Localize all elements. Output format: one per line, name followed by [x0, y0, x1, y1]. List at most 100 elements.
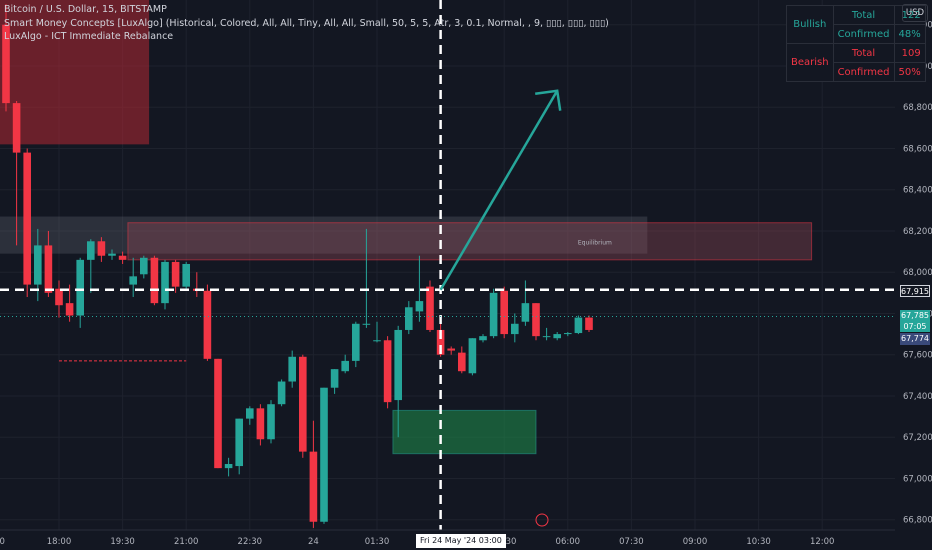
- candle-body: [299, 356, 307, 452]
- candle-body: [426, 286, 434, 330]
- candle-body: [511, 323, 519, 335]
- equilibrium-label: Equilibrium: [578, 239, 612, 246]
- candle-body: [500, 290, 508, 335]
- y-tick-label: 67,000: [903, 474, 932, 484]
- candle-body: [235, 418, 243, 467]
- candle-body: [436, 329, 445, 355]
- current-price-label: 67,785 07:05: [900, 310, 930, 332]
- x-tick-label: 10:30: [746, 537, 771, 547]
- candle-body: [34, 245, 42, 285]
- indicator-smc-label[interactable]: Smart Money Concepts [LuxAlgo] (Historic…: [4, 17, 609, 29]
- candle-body: [2, 24, 10, 104]
- candle-body: [383, 340, 392, 403]
- currency-button[interactable]: USD: [902, 4, 928, 22]
- x-tick-label: 6:30: [0, 537, 5, 547]
- x-tick-label: 18:00: [47, 537, 72, 547]
- candle-body: [574, 317, 583, 334]
- candle-body: [309, 451, 318, 522]
- stats-bullish-total: 122: [893, 5, 926, 25]
- secondary-price-label: 67,774: [900, 333, 930, 345]
- candle-body: [118, 255, 127, 260]
- candle-body: [214, 358, 222, 469]
- x-tick-label: 09:00: [683, 537, 708, 547]
- candle-body: [182, 263, 190, 287]
- bullish-order-block: [392, 409, 537, 455]
- candle-body: [267, 404, 275, 440]
- symbol-title[interactable]: Bitcoin / U.S. Dollar, 15, BITSTAMP: [4, 4, 167, 15]
- candle-body: [150, 257, 159, 304]
- candle-body: [553, 334, 561, 339]
- alert-icon: [535, 513, 549, 527]
- stats-bullish-total-label: Total: [832, 5, 895, 25]
- crosshair-price-label: 67,915: [900, 285, 930, 297]
- candle-body: [320, 387, 328, 522]
- candle-body: [479, 336, 487, 341]
- candle-body: [415, 301, 424, 312]
- candle-body: [373, 340, 381, 342]
- x-tick-label: 06:00: [556, 537, 581, 547]
- x-tick-label: 01:30: [365, 537, 390, 547]
- candle-body: [468, 338, 477, 374]
- candle-body: [330, 369, 339, 388]
- candle-body: [405, 307, 413, 330]
- candle-body: [256, 408, 265, 440]
- candle-body: [585, 317, 593, 330]
- candle-body: [277, 381, 286, 405]
- candle-body: [44, 245, 53, 293]
- candle-body: [129, 276, 137, 285]
- bearish-order-block: [0, 0, 150, 145]
- y-tick-label: 68,400: [903, 186, 932, 196]
- candle-body: [352, 323, 360, 361]
- stats-bearish-confirmed: 50%: [893, 62, 926, 82]
- candle-body: [489, 292, 498, 337]
- candle-body: [76, 259, 84, 316]
- projection-arrowhead: [535, 89, 562, 111]
- x-tick-label: 22:30: [238, 537, 263, 547]
- chart-legend: Bitcoin / U.S. Dollar, 15, BITSTAMP Smar…: [4, 3, 609, 44]
- candle-body: [224, 464, 233, 469]
- candle-body: [521, 303, 530, 322]
- current-price-value: 67,785: [901, 311, 929, 320]
- candle-body: [87, 241, 95, 260]
- candle-body: [447, 348, 455, 351]
- candle-body: [108, 253, 116, 256]
- x-tick-label: 19:30: [110, 537, 135, 547]
- y-tick-label: 66,800: [903, 516, 932, 526]
- stats-table: Bullish Total 122 Confirmed 48% Bearish …: [786, 5, 926, 82]
- indicator-ict-label[interactable]: LuxAlgo - ICT Immediate Rebalance: [4, 31, 174, 42]
- stats-bullish-label: Bullish: [786, 5, 834, 44]
- stats-bearish-total: 109: [893, 43, 926, 63]
- stats-bullish-confirmed-label: Confirmed: [832, 24, 895, 44]
- candle-body: [161, 261, 169, 304]
- candle-body: [564, 333, 572, 335]
- candle-body: [394, 329, 402, 401]
- y-tick-label: 67,600: [903, 351, 932, 361]
- y-tick-label: 68,200: [903, 227, 932, 237]
- y-tick-label: 68,600: [903, 144, 932, 154]
- y-tick-label: 68,800: [903, 103, 932, 113]
- y-tick-label: 68,000: [903, 268, 932, 278]
- candle-body: [362, 323, 371, 325]
- x-tick-label: 21:00: [174, 537, 199, 547]
- candle-body: [246, 408, 254, 419]
- y-tick-label: 67,400: [903, 392, 932, 402]
- candle-body: [65, 303, 74, 316]
- y-tick-label: 67,200: [903, 433, 932, 443]
- stats-bearish-confirmed-label: Confirmed: [832, 62, 895, 82]
- crosshair-time-label: Fri 24 May '24 03:00: [416, 534, 506, 548]
- candle-body: [542, 336, 551, 338]
- x-tick-label: 07:30: [619, 537, 644, 547]
- candle-body: [171, 261, 180, 287]
- x-tick-label: 12:00: [810, 537, 835, 547]
- projection-arrow: [439, 90, 559, 291]
- candle-body: [12, 103, 21, 153]
- candle-body: [532, 303, 540, 337]
- candle-body: [97, 241, 106, 256]
- candle-body: [140, 257, 148, 275]
- candle-body: [288, 356, 296, 382]
- stats-bearish-label: Bearish: [786, 43, 834, 82]
- x-tick-label: 24: [308, 537, 319, 547]
- stats-bearish-total-label: Total: [832, 43, 895, 63]
- candle-body: [458, 352, 466, 372]
